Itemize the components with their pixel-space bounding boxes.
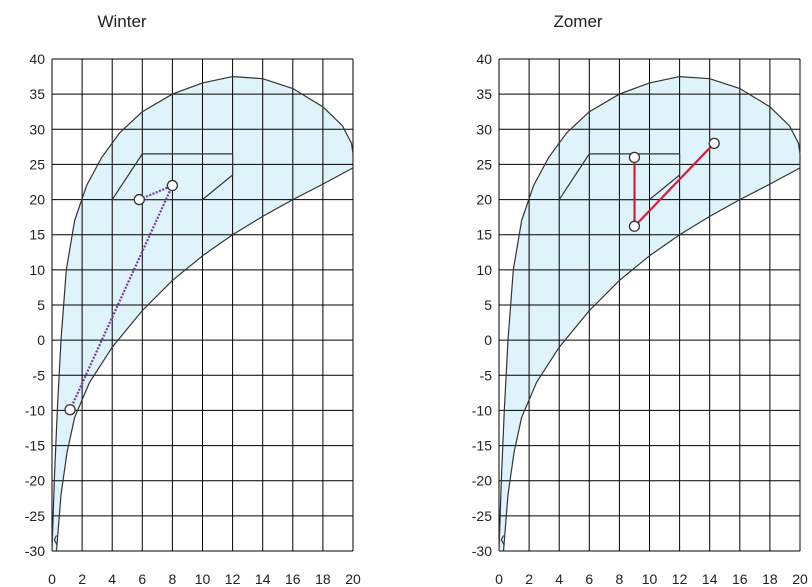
y-tick-label: 25 — [476, 156, 492, 172]
x-tick-label: 2 — [78, 571, 86, 587]
x-tick-label: 16 — [732, 571, 748, 587]
y-tick-label: 30 — [476, 121, 492, 137]
y-tick-label: 15 — [29, 227, 45, 243]
y-tick-label: -30 — [472, 543, 492, 559]
x-tick-label: 4 — [108, 571, 116, 587]
climate-region — [499, 76, 800, 551]
y-tick-label: -5 — [33, 367, 46, 383]
y-tick-label: 35 — [29, 86, 45, 102]
x-tick-label: 10 — [642, 571, 658, 587]
saturation-curve — [502, 167, 801, 552]
x-tick-label: 6 — [138, 571, 146, 587]
y-tick-label: -20 — [472, 473, 492, 489]
y-tick-label: 25 — [29, 156, 45, 172]
chart-title: Winter — [97, 12, 146, 31]
y-tick-label: -25 — [472, 508, 492, 524]
chart-title: Zomer — [553, 12, 602, 31]
y-tick-label: -15 — [25, 438, 45, 454]
x-tick-label: 0 — [48, 571, 56, 587]
x-tick-label: 16 — [285, 571, 301, 587]
x-tick-label: 20 — [792, 571, 808, 587]
y-tick-label: -30 — [25, 543, 45, 559]
process-point — [64, 404, 76, 416]
process-point — [628, 151, 641, 164]
y-tick-label: 0 — [484, 332, 492, 348]
y-tick-label: 20 — [29, 192, 45, 208]
y-tick-label: 40 — [476, 51, 492, 67]
grid — [498, 58, 801, 552]
y-tick-label: 20 — [476, 192, 492, 208]
y-tick-label: 35 — [476, 86, 492, 102]
x-tick-label: 0 — [495, 571, 503, 587]
y-tick-label: -10 — [472, 402, 492, 418]
grid — [51, 58, 354, 552]
x-tick-label: 14 — [255, 571, 271, 587]
comfort-zone — [111, 153, 234, 201]
curve-kink — [53, 535, 58, 546]
climate-region — [52, 76, 353, 551]
x-tick-label: 10 — [195, 571, 211, 587]
y-tick-label: 10 — [476, 262, 492, 278]
comfort-zone — [558, 153, 681, 201]
process-point — [166, 179, 179, 192]
winter-chart: Winter4035302520151050-5-10-15-20-25-300… — [25, 12, 361, 587]
y-tick-label: 0 — [37, 332, 45, 348]
x-tick-label: 12 — [225, 571, 241, 587]
y-tick-label: 5 — [484, 297, 492, 313]
y-tick-label: -20 — [25, 473, 45, 489]
y-tick-label: -25 — [25, 508, 45, 524]
y-tick-label: 30 — [29, 121, 45, 137]
y-tick-label: -10 — [25, 402, 45, 418]
process-point — [708, 137, 720, 149]
x-tick-label: 12 — [672, 571, 688, 587]
outer-boundary-curve — [51, 75, 354, 552]
x-tick-label: 18 — [762, 571, 778, 587]
x-tick-label: 8 — [169, 571, 177, 587]
y-tick-label: 5 — [37, 297, 45, 313]
y-tick-label: 40 — [29, 51, 45, 67]
curve-kink — [500, 535, 505, 546]
process-point — [133, 193, 145, 206]
y-tick-label: 15 — [476, 227, 492, 243]
saturation-curve — [55, 167, 354, 552]
x-tick-label: 2 — [525, 571, 533, 587]
y-tick-label: -5 — [480, 367, 493, 383]
y-tick-label: -15 — [472, 438, 492, 454]
x-tick-label: 14 — [702, 571, 718, 587]
x-tick-label: 4 — [555, 571, 563, 587]
process-point — [628, 220, 641, 232]
x-tick-label: 18 — [315, 571, 331, 587]
x-tick-label: 20 — [345, 571, 361, 587]
y-tick-label: 10 — [29, 262, 45, 278]
x-tick-label: 6 — [585, 571, 593, 587]
x-tick-label: 8 — [616, 571, 624, 587]
outer-boundary-curve — [498, 75, 801, 552]
